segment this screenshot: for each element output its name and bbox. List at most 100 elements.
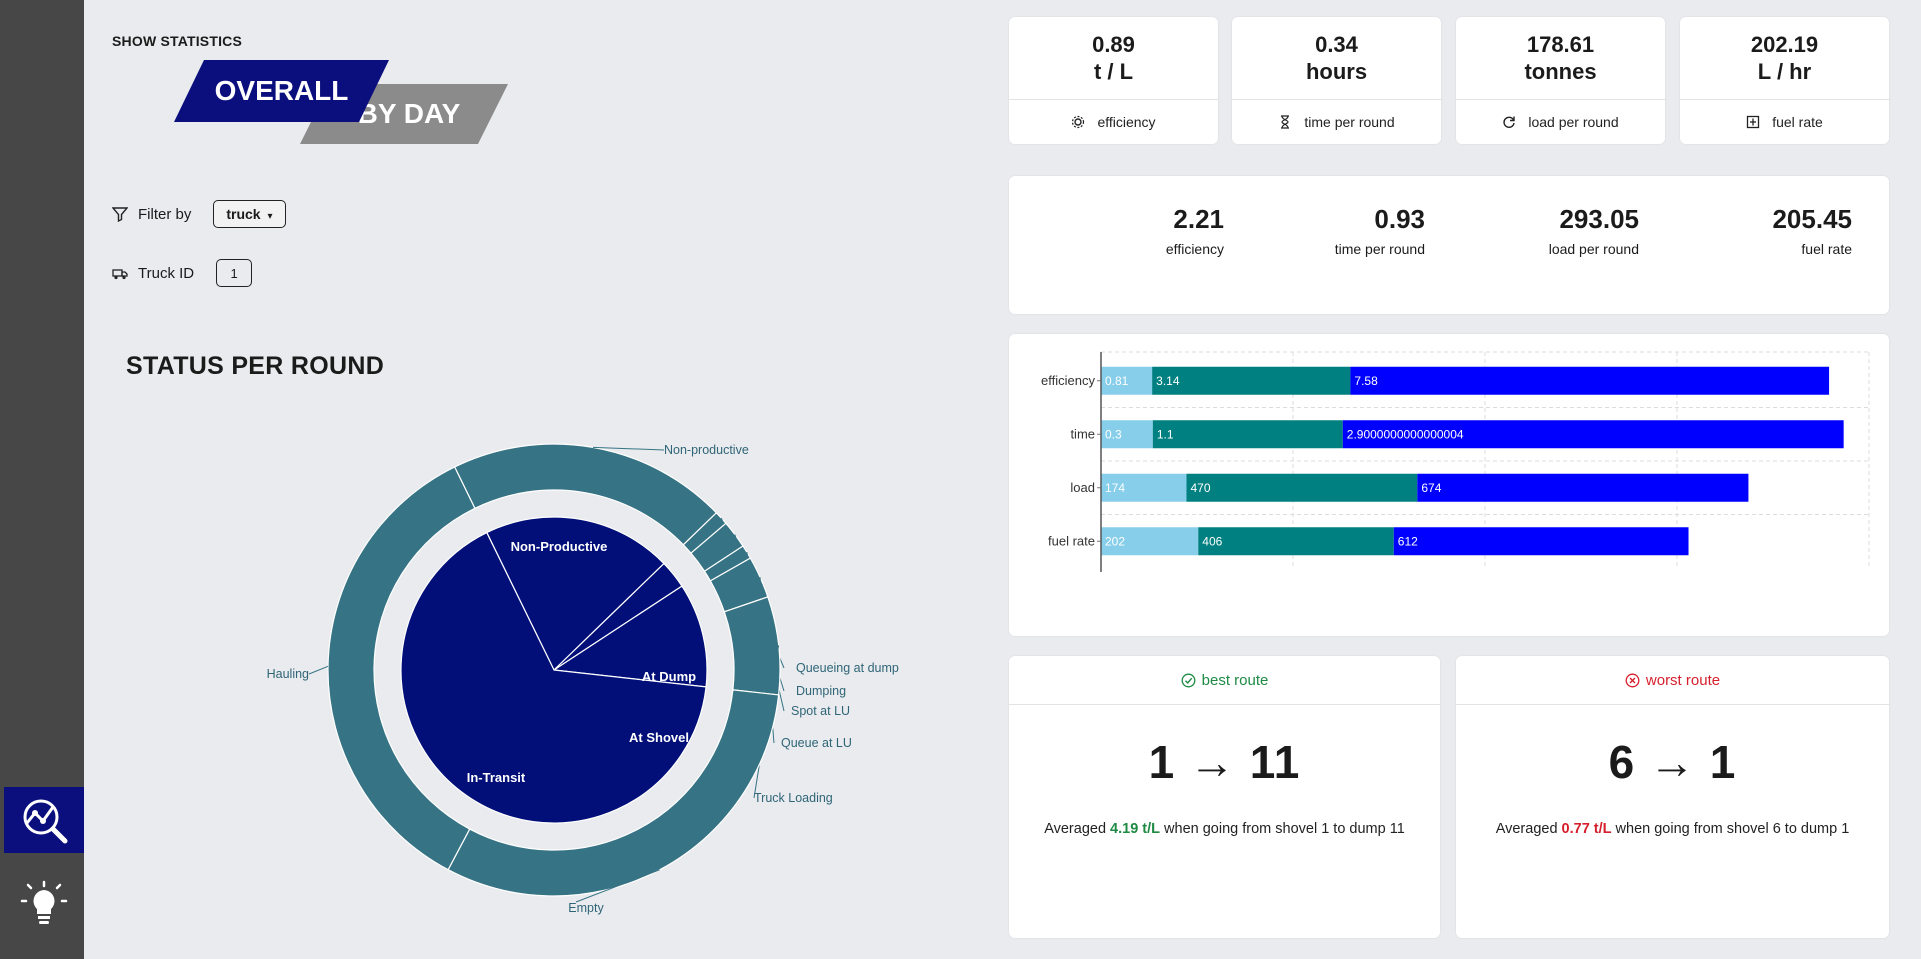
worst-route-title: worst route <box>1645 671 1721 689</box>
gear-icon <box>1072 115 1085 129</box>
worst-route-header: worst route <box>1456 656 1889 705</box>
refresh-icon <box>1503 116 1516 128</box>
lightbulb-icon <box>20 880 68 924</box>
pie-outer-label: Dumping <box>796 684 846 698</box>
status-per-round-title: STATUS PER ROUND <box>126 352 385 380</box>
pie-outer-label: Spot at LU <box>791 704 850 718</box>
kpi-card-efficiency: 0.89 t / L efficiency <box>1009 17 1218 144</box>
bar-label: 406 <box>1202 534 1222 548</box>
pie-inner-slice[interactable] <box>485 516 665 672</box>
bar-label: 3.14 <box>1156 374 1180 388</box>
bar-group: efficiency 0.81 3.14 7.58 time 0.3 1.1 2.900000… <box>1041 351 1870 572</box>
stats-card: 2.21 efficiency 0.93 time per round 293.… <box>1009 176 1889 314</box>
status-pie-chart: Non-Productive At Dump At Shovel In-Transit… <box>267 443 899 915</box>
chevron-down-icon: ▾ <box>267 211 273 222</box>
worst-route-card: worst route 6 → 1 Averaged 0.77 t/L when… <box>1456 656 1889 938</box>
bar-segment[interactable] <box>1101 527 1199 556</box>
best-route-header: best route <box>1009 656 1440 705</box>
kpi-value: 0.34 <box>1315 32 1358 57</box>
pie-outer-label: Empty <box>568 901 604 915</box>
truck-id-label: Truck ID <box>138 264 195 282</box>
filter-label: Filter by <box>138 205 192 223</box>
best-route-value: 1 → 11 <box>1148 736 1301 788</box>
pie-outer-slice[interactable] <box>327 466 476 871</box>
filter-row: Filter by truck ▾ <box>112 200 286 228</box>
filter-dropdown-value: truck <box>226 206 261 222</box>
check-circle-icon <box>1181 673 1196 687</box>
kpi-value: 178.61 <box>1526 32 1595 57</box>
kpi-label: efficiency <box>1097 114 1156 130</box>
analytics-nav-button[interactable] <box>4 787 84 853</box>
sidebar <box>0 0 84 959</box>
kpi-card-load: 178.61 tonnes load per round <box>1456 17 1665 144</box>
stacked-bar-chart: efficiency 0.81 3.14 7.58 time 0.3 1.1 2.900000… <box>1041 351 1870 572</box>
pie-outer-label: Hauling <box>267 667 309 681</box>
insights-nav-button[interactable] <box>4 871 84 937</box>
pie-inner-label: In-Transit <box>467 770 526 785</box>
stat-label: load per round <box>1548 241 1639 257</box>
kpi-value: 202.19 <box>1750 32 1819 57</box>
hourglass-icon <box>1281 115 1290 129</box>
kpi-value: 0.89 <box>1092 32 1135 57</box>
bar-label: 674 <box>1421 481 1441 495</box>
y-tick-label: fuel rate <box>1048 533 1095 548</box>
stat-time: 0.93 time per round <box>1335 204 1425 257</box>
worst-route-description: Averaged 0.77 t/L when going from shovel… <box>1456 821 1889 837</box>
bar-segment[interactable] <box>1101 366 1153 395</box>
stat-value: 0.93 <box>1374 204 1425 234</box>
best-route-card: best route 1 → 11 Averaged 4.19 t/L when… <box>1009 656 1440 938</box>
pie-label-leader <box>592 446 665 451</box>
worst-route-post: when going from shovel 6 to dump 1 <box>1611 821 1850 837</box>
bar-segment[interactable] <box>1342 420 1844 449</box>
bar-segment[interactable] <box>1350 366 1830 395</box>
stat-label: fuel rate <box>1801 241 1852 257</box>
truck-id-input[interactable]: 1 <box>216 259 253 287</box>
main-content: SHOW STATISTICS BY DAY OVERALL Filter by… <box>84 0 1921 959</box>
pie-outer-label: Queueing at dump <box>796 661 899 675</box>
pie-group: Non-Productive At Dump At Shovel In-Transit… <box>267 443 899 915</box>
pie-outer-label: Queue at LU <box>781 736 852 750</box>
kpi-label: load per round <box>1528 114 1619 130</box>
bar-segment[interactable] <box>1101 473 1187 502</box>
pie-inner-slice[interactable] <box>400 531 707 824</box>
y-tick-label: time <box>1070 426 1095 441</box>
bar-segment[interactable] <box>1101 420 1153 449</box>
show-statistics-heading: SHOW STATISTICS <box>112 33 243 49</box>
bar-label: 0.81 <box>1105 374 1129 388</box>
bar-chart-card: efficiency 0.81 3.14 7.58 time 0.3 1.1 2.900000… <box>1009 334 1889 636</box>
kpi-unit: t / L <box>1093 59 1134 84</box>
y-tick-label: efficiency <box>1041 373 1095 388</box>
stat-efficiency: 2.21 efficiency <box>1166 204 1224 257</box>
kpi-label: time per round <box>1304 114 1395 130</box>
bar-label: 612 <box>1398 534 1418 548</box>
filter-dropdown[interactable]: truck ▾ <box>213 200 286 228</box>
stat-value: 2.21 <box>1173 204 1224 234</box>
bar-segment[interactable] <box>1393 527 1689 556</box>
y-tick-label: load <box>1070 480 1095 495</box>
bar-segment[interactable] <box>1198 527 1394 556</box>
bar-label: 2.9000000000000004 <box>1347 427 1464 441</box>
fuel-icon <box>1747 115 1760 129</box>
bar-label: 7.58 <box>1354 374 1378 388</box>
filter-icon <box>112 207 128 222</box>
bar-segment[interactable] <box>1152 366 1351 395</box>
overall-toggle-button[interactable]: OVERALL <box>174 60 389 122</box>
pie-outer-slice[interactable] <box>723 596 781 696</box>
stat-value: 293.05 <box>1559 204 1639 234</box>
bar-segment[interactable] <box>1417 473 1749 502</box>
bar-segment[interactable] <box>1186 473 1418 502</box>
stat-label: efficiency <box>1165 241 1224 257</box>
truck-icon <box>112 269 128 280</box>
best-route-description: Averaged 4.19 t/L when going from shovel… <box>1009 821 1440 837</box>
bar-label: 1.1 <box>1157 427 1174 441</box>
x-circle-icon <box>1625 673 1640 687</box>
truck-id-row: Truck ID 1 <box>112 259 253 287</box>
pie-inner-label: At Shovel <box>629 730 689 745</box>
pie-label-leader <box>308 665 329 675</box>
kpi-unit: tonnes <box>1524 59 1597 84</box>
pie-inner-label: Non-Productive <box>511 539 608 554</box>
bar-label: 202 <box>1105 534 1125 548</box>
bar-segment[interactable] <box>1152 420 1343 449</box>
pie-inner-slice[interactable] <box>552 585 708 688</box>
worst-route-pre: Averaged <box>1495 821 1562 837</box>
